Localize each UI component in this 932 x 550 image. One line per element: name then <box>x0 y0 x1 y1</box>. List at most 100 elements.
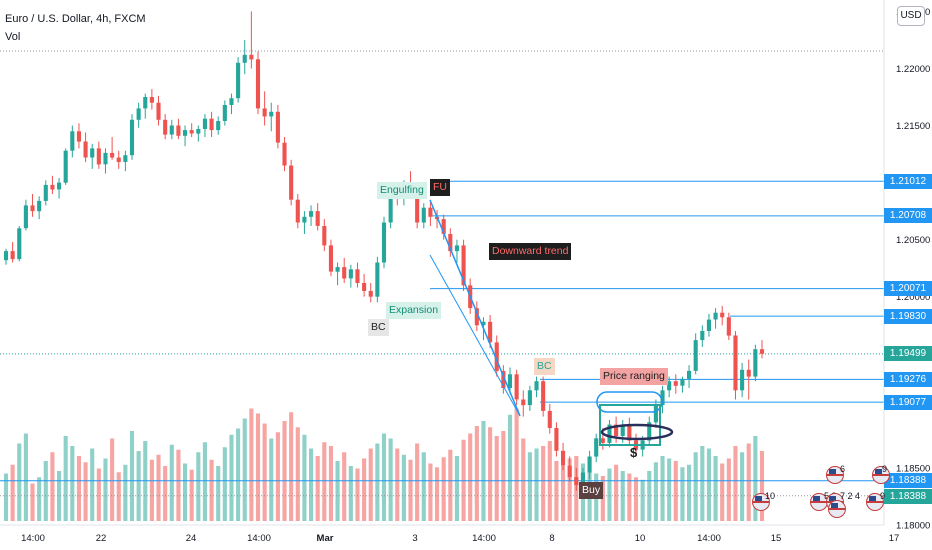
x-tick-label: 3 <box>412 533 417 544</box>
volume-bar <box>103 458 108 521</box>
candle-body <box>63 150 68 183</box>
volume-bar <box>156 454 161 521</box>
volume-bar <box>381 433 387 521</box>
range-box <box>596 391 663 413</box>
volume-bar <box>501 431 506 521</box>
volume-bar <box>494 436 499 521</box>
price-tag: 1.18388 <box>884 489 932 505</box>
candle-body <box>156 102 161 120</box>
us-flag-icon[interactable] <box>826 466 844 484</box>
candle-body <box>242 54 247 63</box>
volume-bar <box>70 446 75 521</box>
time-axis[interactable]: 14:00 22 24 14:00 Mar 3 14:00 8 10 14:00 15 17 <box>21 533 899 544</box>
candle-body <box>726 317 731 336</box>
downtrend-line-b <box>429 254 521 417</box>
volume-bar <box>37 477 42 521</box>
volume-bar <box>163 466 168 521</box>
price-ranging-label: Price ranging <box>600 368 668 385</box>
volume-bar <box>90 448 95 521</box>
volume-bar <box>687 464 692 521</box>
candle-body <box>23 205 28 229</box>
candle-body <box>103 152 108 165</box>
bc-label-1: BC <box>368 319 389 336</box>
x-tick-label: 14:00 <box>21 533 45 544</box>
candle-body <box>236 62 241 99</box>
candle-body <box>315 211 320 226</box>
price-tag: 1.20708 <box>884 208 932 224</box>
volume-bar <box>275 432 280 521</box>
volume-bar <box>249 408 254 521</box>
candle-body <box>627 424 632 441</box>
volume-bar <box>720 463 725 521</box>
volume-bar <box>362 458 367 521</box>
candle-body <box>454 245 459 252</box>
candle-body <box>375 262 380 297</box>
candle-body <box>348 269 353 279</box>
volume-bar <box>176 449 181 521</box>
volume-bar <box>76 456 81 521</box>
candle-body <box>362 283 367 291</box>
candle-body <box>309 211 314 217</box>
volume-bar <box>328 446 333 521</box>
candle-body <box>501 370 506 388</box>
y-tick-label: 1.18000 <box>896 521 930 532</box>
volume-bar <box>116 472 121 521</box>
volume-bar <box>169 444 174 521</box>
x-tick-label: 10 <box>635 533 646 544</box>
candle-body <box>527 390 532 406</box>
candle-body <box>448 234 453 252</box>
us-flag-icon[interactable] <box>828 500 846 518</box>
volume-bar <box>83 462 88 521</box>
volume-bar <box>110 438 115 521</box>
volume-bar <box>614 464 619 521</box>
currency-button[interactable]: USD <box>897 6 925 26</box>
candle-body <box>43 184 48 201</box>
candle-body <box>488 321 493 343</box>
candle-body <box>554 428 559 451</box>
volume-bar <box>30 483 35 521</box>
y-tick-label: 1.20000 <box>896 292 930 303</box>
volume-bar <box>640 479 645 521</box>
expansion-label: Expansion <box>386 302 442 319</box>
volume-bar <box>740 452 745 521</box>
volume-bar <box>653 462 658 521</box>
volume-bar <box>428 463 433 521</box>
volume-bar <box>289 412 294 521</box>
candle-body <box>143 97 148 109</box>
event-count-5: 7 2 4 <box>840 491 861 501</box>
candle-body <box>70 131 75 151</box>
us-flag-icon[interactable] <box>752 493 770 511</box>
candle-body <box>720 312 725 318</box>
volume-bar <box>468 433 473 521</box>
price-tag: 1.21012 <box>884 173 932 189</box>
candle-body <box>249 54 254 60</box>
volume-bar <box>527 452 532 521</box>
candle-body <box>136 108 141 120</box>
volume-bar <box>222 447 227 521</box>
volume-bar <box>17 443 22 521</box>
volume-bar <box>567 458 572 521</box>
candle-body <box>693 340 698 371</box>
candle-body <box>706 319 711 331</box>
volume-bar <box>620 471 625 521</box>
price-tag: 1.20071 <box>884 281 932 297</box>
fu-label: FU <box>430 179 450 196</box>
drawings <box>429 199 674 446</box>
candle-body <box>30 205 35 212</box>
candle-body <box>163 119 168 135</box>
volume-bar <box>415 443 420 521</box>
volume-bar <box>673 461 678 521</box>
candle-body <box>607 424 612 443</box>
candle-body <box>50 184 55 190</box>
candle-body <box>222 105 227 121</box>
candle-body <box>96 148 101 165</box>
volume-bar <box>521 438 526 521</box>
candle-body <box>680 378 685 386</box>
y-tick-label: 1.21500 <box>896 121 930 132</box>
volume-bar <box>660 456 665 521</box>
us-flag-icon[interactable] <box>872 466 890 484</box>
us-flag-icon[interactable] <box>866 493 884 511</box>
price-axis[interactable]: 1.225001.220001.215001.205001.200001.195… <box>896 7 930 532</box>
volume-bar <box>342 452 347 521</box>
